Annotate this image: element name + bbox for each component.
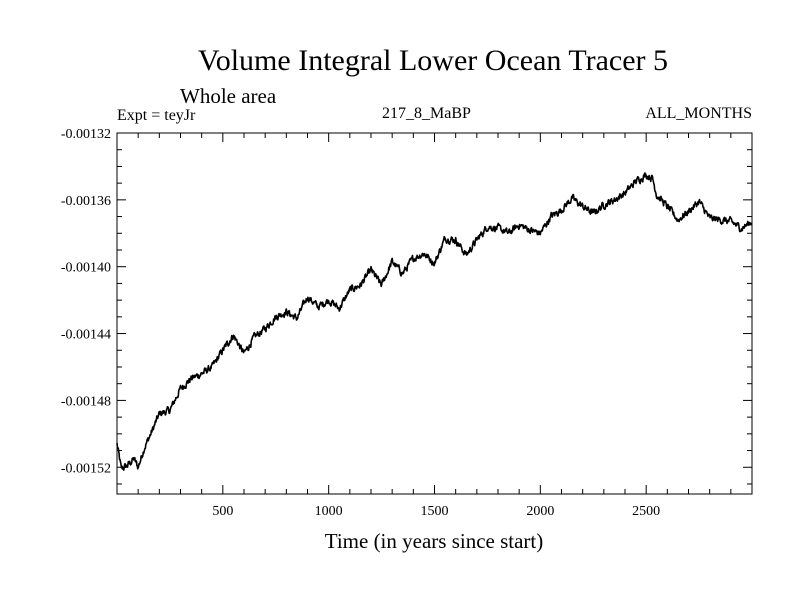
x-tick-label: 2000 [526, 504, 554, 519]
y-tick-label: -0.00144 [61, 328, 111, 343]
y-tick-label: -0.00140 [61, 261, 111, 276]
x-tick-label: 2500 [632, 504, 660, 519]
x-tick-label: 1000 [315, 504, 343, 519]
expt-label: Expt = teyJr [117, 107, 196, 124]
chart-subtitle: Whole area [180, 84, 277, 108]
chart-title: Volume Integral Lower Ocean Tracer 5 [198, 44, 668, 77]
y-tick-label: -0.00148 [61, 394, 111, 409]
period-label: ALL_MONTHS [645, 105, 752, 122]
plot-frame [116, 132, 753, 495]
x-axis: 500 1000 1500 2000 2500 [137, 133, 732, 519]
x-tick-label: 1500 [421, 504, 449, 519]
y-tick-label: -0.00132 [61, 127, 111, 142]
y-tick-label: -0.00152 [61, 461, 111, 476]
y-axis: -0.00132 -0.00136 -0.00140 -0.00144 -0.00148… [61, 127, 752, 485]
x-axis-label: Time (in years since start) [325, 529, 544, 553]
x-tick-label: 500 [212, 504, 233, 519]
series-layer [116, 172, 753, 471]
series-line-0 [116, 172, 753, 471]
run-label: 217_8_MaBP [382, 105, 471, 122]
y-tick-label: -0.00136 [61, 194, 111, 209]
